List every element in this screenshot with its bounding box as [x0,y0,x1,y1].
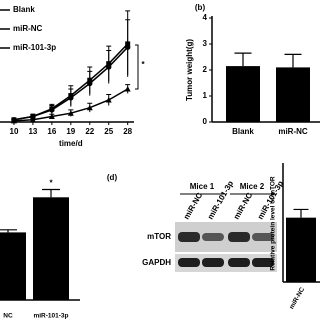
x-tick-label: miR-NC [288,286,306,310]
row-label: mTOR [147,232,171,241]
x-tick-label: 13 [28,127,37,136]
x-tick-label: miR-101-3p [33,313,68,320]
bar [0,232,26,300]
x-axis-label: time/d [59,139,83,148]
marker [48,113,55,119]
error-bar [293,208,309,218]
marker [67,110,74,116]
annotation: * [141,60,145,69]
marker [124,86,131,92]
series-line [13,46,129,121]
bar [276,67,310,122]
bar [33,197,69,300]
panel-label: (b) [195,3,206,12]
y-tick-label: 4 [203,13,208,22]
marker [29,116,36,123]
group-label: Mice 2 [240,182,265,191]
panel-label: (d) [107,173,118,182]
marker [30,113,36,120]
x-tick-label: 28 [123,127,132,136]
x-tick-label: miR-NC [278,127,308,136]
x-tick-label: 10 [10,127,19,136]
blot-band [228,232,250,242]
bar [226,66,260,122]
x-tick-label: 19 [66,127,75,136]
marker [68,95,74,101]
blot-band [228,258,250,267]
blot-band [178,232,200,242]
error-bar [234,52,252,67]
marker [10,117,17,124]
x-tick-label: 16 [47,127,56,136]
series-line [13,43,129,121]
group-label: Mice 1 [190,182,215,191]
bar [286,217,316,282]
error-bar [284,53,302,68]
annotation: * [49,179,53,188]
x-tick-label: 25 [104,127,113,136]
y-tick-label: 2 [203,65,208,74]
blot-band [178,258,200,267]
legend-label: Blank [13,5,35,14]
lane-label: miR-NC [232,191,255,221]
blot-panel [175,254,277,272]
x-tick-label: 22 [85,127,94,136]
blot-band [202,233,224,241]
marker [124,44,131,50]
legend-label: miR-101-3p [13,43,56,52]
blot-band [252,233,274,241]
legend-label: miR-NC [13,24,43,33]
significance-bracket [135,44,139,90]
y-tick-label: 1 [203,91,208,100]
blot-band [252,258,274,267]
marker [105,97,112,103]
x-tick-label: NC [3,313,13,320]
marker [106,64,112,70]
y-tick-label: 0 [203,117,208,126]
error-bar [0,229,17,233]
marker [86,104,93,111]
y-tick-label: 3 [203,39,208,48]
y-axis-label: Tumor weight(g) [185,39,194,101]
error-bar [42,188,60,198]
lane-label: miR-NC [182,191,205,221]
blot-band [202,258,224,267]
y-axis-label: Relative protein level of mTOR [270,176,277,270]
row-label: GAPDH [142,258,171,267]
x-tick-label: Blank [232,127,254,136]
marker [87,80,93,87]
marker [49,107,55,113]
